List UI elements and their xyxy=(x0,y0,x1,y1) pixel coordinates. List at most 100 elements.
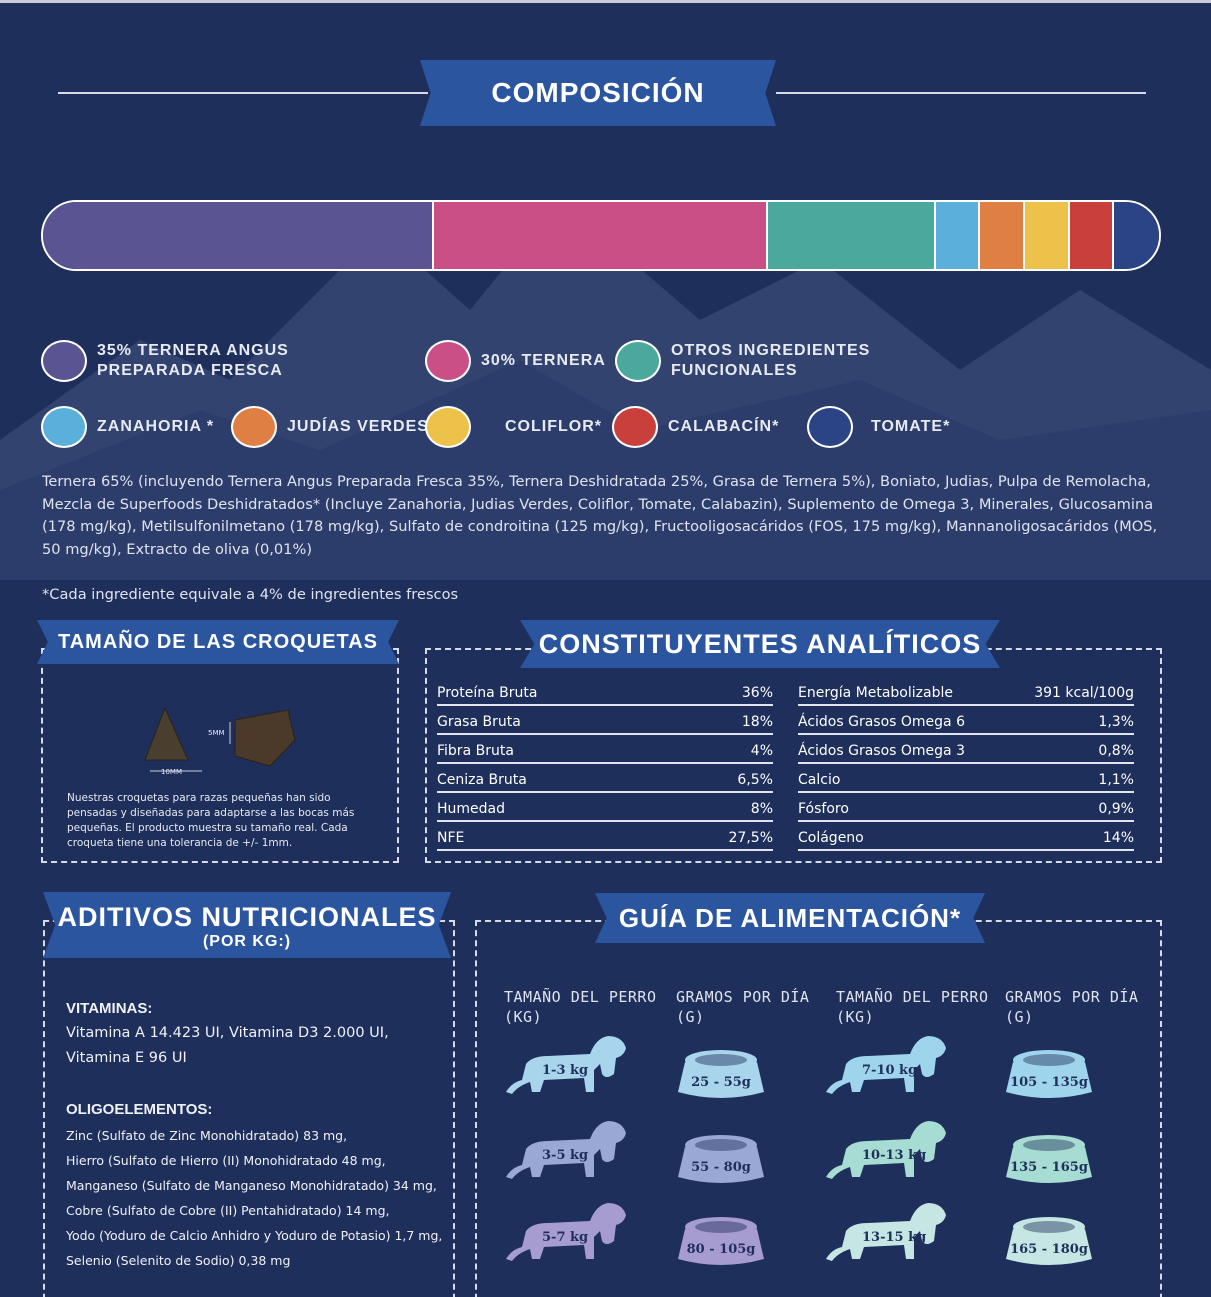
trace-element-item: Manganeso (Sulfato de Manganeso Monohidr… xyxy=(66,1178,437,1193)
dog-icon xyxy=(818,1115,948,1185)
kibble-width-label: 10MM xyxy=(161,768,182,776)
feeding-header-line: (G) xyxy=(676,1008,705,1026)
analytical-label: Grasa Bruta xyxy=(437,714,521,730)
trace-element-item: Zinc (Sulfato de Zinc Monohidratado) 83 … xyxy=(66,1128,348,1143)
analytical-value: 27,5% xyxy=(728,830,773,846)
trace-element-item: Hierro (Sulfato de Hierro (II) Monohidra… xyxy=(66,1153,386,1168)
legend-swatch xyxy=(425,406,471,448)
bar-segment-coliflor xyxy=(1025,202,1070,269)
trace-element-item: Yodo (Yoduro de Calcio Anhidro y Yoduro … xyxy=(66,1228,443,1243)
analytical-value: 18% xyxy=(741,714,773,730)
legend-item: 35% TERNERA ANGUS PREPARADA FRESCA xyxy=(41,340,289,382)
dog-icon xyxy=(818,1197,948,1267)
vitamins-line-2: Vitamina E 96 UI xyxy=(66,1050,187,1066)
feeding-column-header: TAMAÑO DEL PERRO (KG) xyxy=(504,987,657,1027)
legend-item: 30% TERNERA xyxy=(425,340,606,382)
legend-item: CALABACÍN* xyxy=(612,406,779,448)
feeding-header-line: TAMAÑO DEL PERRO xyxy=(504,988,657,1006)
legend-item: OTROS INGREDIENTES FUNCIONALES xyxy=(615,340,870,382)
analytical-row: Colágeno 14% xyxy=(798,822,1134,851)
analytical-label: Ácidos Grasos Omega 3 xyxy=(798,743,965,759)
trace-element-item: Selenio (Selenito de Sodio) 0,38 mg xyxy=(66,1253,291,1268)
analytical-label: NFE xyxy=(437,830,465,846)
ingredients-text: Ternera 65% (incluyendo Ternera Angus Pr… xyxy=(42,473,1158,558)
legend-item: JUDÍAS VERDES* xyxy=(231,406,436,448)
vitamins-line-1: Vitamina A 14.423 UI, Vitamina D3 2.000 … xyxy=(66,1025,389,1041)
legend-swatch xyxy=(807,406,853,448)
grams-per-day-label: 135 - 165g xyxy=(1010,1160,1088,1175)
analytical-label: Fibra Bruta xyxy=(437,743,514,759)
feeding-column-header: TAMAÑO DEL PERRO (KG) xyxy=(836,987,989,1027)
dog-icon xyxy=(498,1030,628,1100)
analytical-row: Fósforo 0,9% xyxy=(798,793,1134,822)
bowl-icon xyxy=(676,1215,766,1267)
legend-label-line: OTROS INGREDIENTES xyxy=(671,342,871,359)
legend-label: TOMATE* xyxy=(871,417,950,437)
bar-segment-judias xyxy=(980,202,1026,269)
legend-label: CALABACÍN* xyxy=(668,417,779,437)
analytical-label: Fósforo xyxy=(798,801,849,817)
legend-label: JUDÍAS VERDES* xyxy=(287,417,436,437)
trace-title: OLIGOELEMENTOS: xyxy=(66,1101,213,1118)
analytical-value: 4% xyxy=(750,743,773,759)
legend-label: ZANAHORIA * xyxy=(97,417,214,437)
legend-label-line: FUNCIONALES xyxy=(671,362,798,379)
feeding-header-line: GRAMOS POR DÍA xyxy=(1005,988,1139,1006)
legend-swatch xyxy=(612,406,658,448)
grams-per-day-label: 55 - 80g xyxy=(691,1160,751,1175)
legend-swatch xyxy=(231,406,277,448)
analytical-row: Ceniza Bruta 6,5% xyxy=(437,764,773,793)
feeding-title: GUÍA DE ALIMENTACIÓN* xyxy=(595,893,985,943)
analytical-value: 8% xyxy=(750,801,773,817)
bar-segment-zanahoria xyxy=(935,202,981,269)
analytical-label: Colágeno xyxy=(798,830,864,846)
legend-item: TOMATE* xyxy=(807,406,950,448)
analytical-row: Humedad 8% xyxy=(437,793,773,822)
dog-icon xyxy=(818,1030,948,1100)
legend-label-line: TOMATE* xyxy=(871,418,951,435)
additives-subtitle: (POR KG:) xyxy=(202,933,292,950)
dog-size-label: 1-3 kg xyxy=(542,1063,589,1078)
legend-swatch xyxy=(41,340,87,382)
bowl-icon xyxy=(676,1133,766,1185)
legend-label: 30% TERNERA xyxy=(481,351,606,371)
analytical-row: Fibra Bruta 4% xyxy=(437,735,773,764)
dog-icon xyxy=(498,1197,628,1267)
bar-segment-calabacin xyxy=(1069,202,1115,269)
kibble-height-label: 5MM xyxy=(208,729,225,737)
dog-icon xyxy=(498,1115,628,1185)
bar-segment-ternera xyxy=(433,202,769,269)
legend-label-line: 35% TERNERA ANGUS xyxy=(97,342,289,359)
kibble-title: TAMAÑO DE LAS CROQUETAS xyxy=(37,620,399,664)
legend-label-line: 30% TERNERA xyxy=(481,352,606,369)
title-rule-left xyxy=(58,92,428,94)
legend-label-line: JUDÍAS VERDES* xyxy=(287,418,437,435)
mountain-background xyxy=(0,200,1211,580)
bar-segment-otros xyxy=(768,202,936,269)
feeding-header-line: GRAMOS POR DÍA xyxy=(676,988,810,1006)
analytical-row: Ácidos Grasos Omega 6 1,3% xyxy=(798,706,1134,735)
kibble-image xyxy=(144,706,296,772)
legend-item: COLIFLOR* xyxy=(425,406,602,448)
feeding-header-line: TAMAÑO DEL PERRO xyxy=(836,988,989,1006)
analytical-row: Proteína Bruta 36% xyxy=(437,677,773,706)
analytical-value: 6,5% xyxy=(737,772,773,788)
analytical-row: Ácidos Grasos Omega 3 0,8% xyxy=(798,735,1134,764)
analytical-value: 1,3% xyxy=(1098,714,1134,730)
analytical-row: Energía Metabolizable 391 kcal/100g xyxy=(798,677,1134,706)
bowl-icon xyxy=(1004,1215,1094,1267)
analytical-value: 14% xyxy=(1102,830,1134,846)
vitamins-title: VITAMINAS: xyxy=(66,1000,153,1017)
feeding-column-header: GRAMOS POR DÍA (G) xyxy=(676,987,809,1027)
legend-label: OTROS INGREDIENTES FUNCIONALES xyxy=(671,341,870,381)
legend-label: COLIFLOR* xyxy=(505,417,602,437)
dog-size-label: 7-10 kg xyxy=(862,1063,918,1078)
analytical-label: Humedad xyxy=(437,801,506,817)
legend-swatch xyxy=(41,406,87,448)
legend-label-line: CALABACÍN* xyxy=(668,418,780,435)
feeding-column-header: GRAMOS POR DÍA (G) xyxy=(1005,987,1138,1027)
analytical-value: 0,9% xyxy=(1098,801,1134,817)
analytical-value: 36% xyxy=(741,685,773,701)
dog-size-label: 10-13 kg xyxy=(862,1148,927,1163)
legend-swatch xyxy=(425,340,471,382)
